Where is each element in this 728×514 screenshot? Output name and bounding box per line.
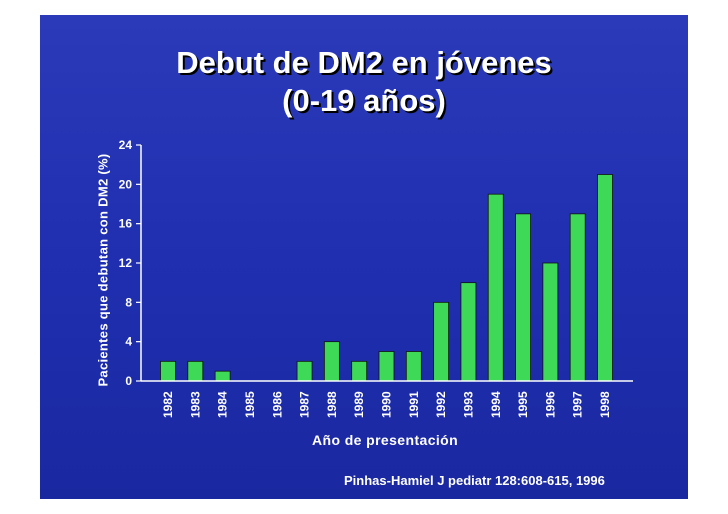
bar-1998 bbox=[597, 174, 613, 382]
x-tick-label: 1995 bbox=[516, 391, 530, 418]
x-tick-label: 1987 bbox=[298, 391, 312, 418]
chart-title-line-1: Debut de DM2 en jóvenes bbox=[176, 45, 552, 80]
x-tick-label: 1986 bbox=[270, 391, 284, 418]
bars-group bbox=[160, 174, 613, 382]
source-citation: Pinhas-Hamiel J pediatr 128:608-615, 199… bbox=[344, 473, 605, 488]
x-axis-label: Año de presentación bbox=[312, 432, 459, 448]
bar-1996 bbox=[542, 262, 559, 382]
bar-1991 bbox=[405, 351, 422, 382]
bar-1982 bbox=[160, 360, 176, 382]
bar-1994 bbox=[487, 193, 504, 382]
bar-1983 bbox=[187, 360, 204, 382]
x-tick-label: 1983 bbox=[188, 391, 202, 418]
x-ticks-group: 1982 1983 1984 1985 1986 1987 1988 1989 1990 1991… bbox=[161, 391, 612, 418]
x-tick-label: 1988 bbox=[325, 391, 339, 418]
x-tick-label: 1994 bbox=[489, 391, 503, 418]
y-tick-label: 20 bbox=[119, 177, 133, 191]
chart-title: Debut de DM2 en jóvenes (0-19 años) bbox=[40, 44, 688, 120]
bar-1989 bbox=[351, 360, 368, 382]
x-tick-label: 1985 bbox=[243, 391, 257, 418]
x-tick-label: 1989 bbox=[352, 391, 366, 418]
x-tick-label: 1982 bbox=[161, 391, 175, 418]
x-tick-label: 1997 bbox=[571, 391, 585, 418]
y-tick-label: 24 bbox=[119, 138, 133, 152]
x-tick-label: 1998 bbox=[598, 391, 612, 418]
x-tick-label: 1990 bbox=[380, 391, 394, 418]
bar-1990 bbox=[378, 351, 395, 382]
chart-title-line-2: (0-19 años) bbox=[282, 83, 446, 118]
bar-1993 bbox=[460, 282, 477, 382]
x-tick-label: 1984 bbox=[216, 391, 230, 418]
bar-1988 bbox=[323, 341, 340, 382]
bar-1997 bbox=[569, 213, 586, 382]
bar-1984 bbox=[214, 370, 231, 382]
y-tick-label: 16 bbox=[119, 217, 133, 231]
bar-1995 bbox=[515, 213, 531, 382]
x-tick-label: 1993 bbox=[461, 391, 475, 418]
y-tick-label: 4 bbox=[125, 335, 132, 349]
bar-1987 bbox=[296, 360, 313, 382]
y-ticks-group: 0 4 8 12 16 20 24 bbox=[119, 138, 141, 388]
y-tick-label: 8 bbox=[125, 295, 132, 309]
x-tick-label: 1996 bbox=[543, 391, 557, 418]
bar-1992 bbox=[433, 301, 450, 382]
y-tick-label: 0 bbox=[125, 374, 132, 388]
y-tick-label: 12 bbox=[119, 256, 133, 270]
x-tick-label: 1992 bbox=[434, 391, 448, 418]
x-tick-label: 1991 bbox=[407, 391, 421, 418]
